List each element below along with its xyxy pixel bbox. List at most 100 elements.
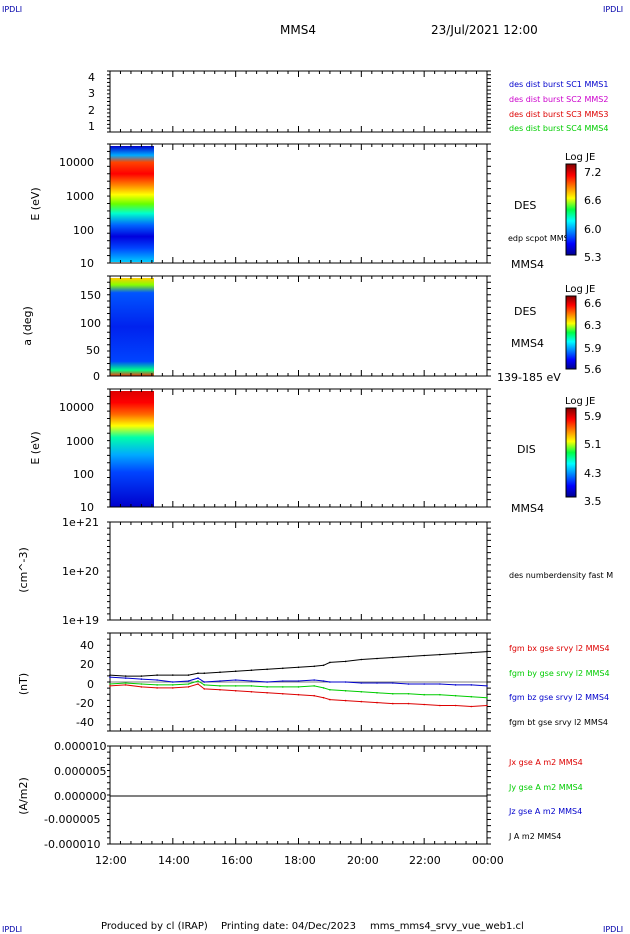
fgm-data-point <box>187 680 190 682</box>
y-tick-label: -20 <box>76 697 94 710</box>
y-tick-label: 1 <box>88 120 95 133</box>
panel-frame <box>109 143 488 264</box>
fgm-data-point <box>109 676 111 678</box>
fgm-data-point <box>197 680 199 682</box>
fgm-data-point <box>250 669 253 671</box>
spacecraft-title: MMS4 <box>280 23 316 37</box>
colorbar-title: Log JE <box>565 396 595 407</box>
panel-label-scpot: edp scpot MMS4 <box>508 234 574 243</box>
y-axis-label: a (deg) <box>21 306 34 346</box>
y-tick-label: 50 <box>86 344 100 357</box>
fgm-data-point <box>407 655 410 658</box>
fgm-data-point <box>219 671 221 673</box>
fgm-data-point <box>219 680 221 682</box>
fgm-data-point <box>329 661 331 664</box>
footer-printing-date: Printing date: 04/Dec/2023 <box>221 921 356 932</box>
x-tick-label: 20:00 <box>347 854 379 867</box>
fgm-data-point <box>407 693 410 695</box>
colorbar <box>565 295 577 370</box>
fgm-data-point <box>486 696 488 699</box>
fgm-data-point <box>486 685 488 687</box>
fgm-data-point <box>282 693 284 695</box>
fgm-data-point <box>219 685 221 687</box>
colorbar-tick: 3.5 <box>584 495 602 508</box>
fgm-data-point <box>140 678 143 680</box>
fgm-data-point <box>297 686 300 688</box>
panel-label-mms4: MMS4 <box>511 258 544 271</box>
fgm-data-point <box>360 691 363 693</box>
fgm-data-point <box>407 702 410 705</box>
y-tick-label: 1000 <box>66 435 94 448</box>
fgm-data-point <box>109 685 111 687</box>
panel-frame <box>109 70 488 133</box>
fgm-data-point <box>266 686 268 688</box>
colorbar-tick: 6.3 <box>584 319 602 332</box>
colorbar-title: Log JE <box>565 152 595 163</box>
fgm-data-point <box>376 682 378 684</box>
fgm-data-point <box>197 677 199 679</box>
y-tick-label: 10 <box>80 257 94 270</box>
des-pitch-spectrogram <box>110 278 154 376</box>
y-tick-label: 1000 <box>66 190 94 203</box>
colorbar-tick: 5.6 <box>584 363 602 376</box>
y-axis-label: E (eV) <box>29 187 42 220</box>
colorbar-tick: 4.3 <box>584 467 602 480</box>
x-tick-label: 22:00 <box>409 854 441 867</box>
panel-frame <box>109 745 488 845</box>
fgm-data-point <box>344 660 347 663</box>
legend-fgm-bt: fgm bt gse srvy l2 MMS4 <box>509 718 608 727</box>
fgm-data-point <box>344 699 347 702</box>
y-tick-label: 100 <box>73 224 94 237</box>
fgm-data-point <box>423 683 426 685</box>
colorbar-tick: 5.3 <box>584 251 602 264</box>
panel-label-energy-range: 139-185 eV <box>497 371 561 384</box>
fgm-data-point <box>313 694 316 697</box>
fgm-data-point <box>156 684 158 686</box>
panel-current: 0.000010 0.000005 0.000000 -0.000005 -0.… <box>17 740 583 867</box>
footer-filename: mms_mms4_srvy_vue_web1.cl <box>370 921 524 932</box>
datetime-title: 23/Jul/2021 12:00 <box>431 23 538 37</box>
legend-jx: Jx gse A m2 MMS4 <box>508 758 583 767</box>
fgm-data-point <box>172 687 174 689</box>
legend-burst-sc2: des dist burst SC2 MMS2 <box>509 95 608 104</box>
footer-produced: Produced by cl (IRAP) <box>101 921 208 932</box>
y-tick-label: 2 <box>88 104 95 117</box>
fgm-data-point <box>454 704 457 707</box>
y-tick-label: 100 <box>80 317 101 330</box>
fgm-data-point <box>454 652 457 655</box>
fgm-data-point <box>392 693 394 695</box>
fgm-data-point <box>392 682 394 684</box>
y-tick-label: 0.000005 <box>54 765 107 778</box>
fgm-data-point <box>266 668 268 671</box>
fgm-data-point <box>376 701 378 704</box>
fgm-data-point <box>297 680 300 682</box>
y-tick-label: 100 <box>73 468 94 481</box>
fgm-data-point <box>329 689 331 691</box>
panel-density: 1e+21 1e+20 1e+19 (cm^-3) des numberdens… <box>17 516 613 627</box>
x-tick-label: 00:00 <box>472 854 504 867</box>
fgm-data-point <box>322 696 325 699</box>
fgm-data-point <box>329 681 331 683</box>
fgm-data-point <box>172 674 174 676</box>
y-tick-label: 10000 <box>59 401 94 414</box>
y-axis-label: (nT) <box>17 673 30 695</box>
fgm-data-point <box>486 704 488 707</box>
corner-label-bottom-right: IPDLI <box>603 925 623 934</box>
x-tick-label: 12:00 <box>95 854 127 867</box>
fgm-data-point <box>197 683 199 685</box>
colorbar <box>565 407 577 498</box>
fgm-data-point <box>197 672 199 674</box>
fgm-data-point <box>423 693 426 696</box>
y-axis-label: (A/m2) <box>17 777 30 815</box>
fgm-data-point <box>360 658 363 661</box>
fgm-data-point <box>140 686 143 688</box>
fgm-data-point <box>470 651 473 654</box>
y-tick-label: 150 <box>80 289 101 302</box>
fgm-data-point <box>203 684 206 686</box>
y-tick-label: 0.000000 <box>54 790 107 803</box>
fgm-data-point <box>172 684 174 686</box>
fgm-data-point <box>124 675 127 677</box>
fgm-data-point <box>203 681 206 683</box>
fgm-data-point <box>322 680 325 682</box>
fgm-data-point <box>187 674 190 676</box>
